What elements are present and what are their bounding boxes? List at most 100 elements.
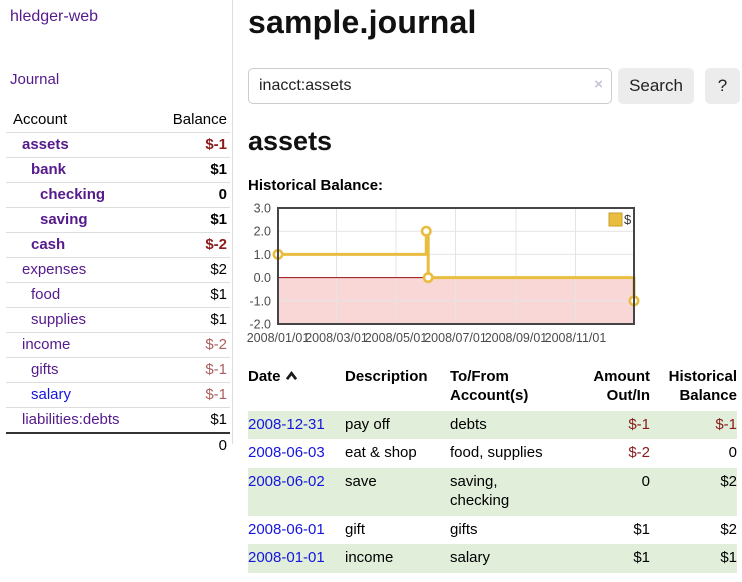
register-accounts-cell: salary xyxy=(450,549,491,567)
register-balance-cell: $2 xyxy=(720,473,737,490)
accounts-table: Account Balance assets $-1 bank $1 checking 0… xyxy=(6,108,230,457)
x-axis-label: 2008/09/01 xyxy=(485,331,548,345)
account-row: assets $-1 xyxy=(6,132,230,158)
account-row: expenses $2 xyxy=(6,257,230,283)
account-row: salary $-1 xyxy=(6,382,230,408)
register-header-date[interactable]: Date xyxy=(248,365,345,411)
account-link-checking[interactable]: checking xyxy=(40,186,106,203)
register-accounts-cell: debts xyxy=(450,415,487,433)
search-input[interactable] xyxy=(248,68,612,104)
sort-ascending-icon xyxy=(285,371,297,381)
account-link-expenses[interactable]: expenses xyxy=(22,261,87,278)
register-balance-cell: $-1 xyxy=(715,415,737,433)
account-balance: $-1 xyxy=(150,132,230,158)
account-name-cell: supplies xyxy=(6,307,151,333)
account-name-cell: assets xyxy=(6,132,151,158)
register-amount-cell: 0 xyxy=(641,473,650,490)
account-name-cell: checking xyxy=(6,182,151,208)
register-description-cell: eat & shop xyxy=(345,444,417,462)
chart-canvas: $2008/01/012008/03/012008/05/012008/07/0… xyxy=(247,202,640,345)
account-link-bank[interactable]: bank xyxy=(31,161,67,178)
register-row: 2008-06-01 gift gifts $1 $2 xyxy=(248,516,737,545)
sidebar-item-journal[interactable]: Journal xyxy=(10,71,60,88)
register-row: 2008-06-02 save saving, checking 0 $2 xyxy=(248,468,737,516)
register-date-cell: 2008-06-01 xyxy=(248,516,345,545)
accounts-total-row: 0 xyxy=(6,432,230,457)
accounts-total-spacer xyxy=(6,432,151,457)
account-balance: $-2 xyxy=(150,332,230,358)
account-link-supplies[interactable]: supplies xyxy=(31,311,87,328)
sidebar: hledger-web Journal Account Balance asse… xyxy=(0,0,232,457)
register-date-cell: 2008-06-02 xyxy=(248,468,345,516)
account-name-cell: income xyxy=(6,332,151,358)
y-axis-label: 0.0 xyxy=(254,271,271,285)
account-balance: $-2 xyxy=(150,232,230,258)
x-axis-label: 2008/11/01 xyxy=(545,331,607,345)
register-amount-cell: $1 xyxy=(633,520,650,538)
x-axis-label: 2008/07/01 xyxy=(424,331,487,345)
account-heading: assets xyxy=(248,126,333,156)
account-row: cash $-2 xyxy=(6,232,230,258)
account-name-cell: bank xyxy=(6,157,151,183)
account-name-cell: saving xyxy=(6,207,151,233)
main-content: sample.journal × Search ? assets Histori… xyxy=(247,0,742,573)
account-name-cell: cash xyxy=(6,232,151,258)
account-row: food $1 xyxy=(6,282,230,308)
register-row: 2008-12-31 pay off debts $-1 $-1 xyxy=(248,410,737,440)
account-link-food[interactable]: food xyxy=(31,286,61,303)
account-link-cash[interactable]: cash xyxy=(31,236,66,253)
chart-border xyxy=(277,207,635,325)
y-axis-label: 2.0 xyxy=(254,225,271,239)
register-header-amount: Amount Out/In xyxy=(593,368,650,404)
register-header-row: Date Description To/From Account(s) Amou… xyxy=(248,365,737,411)
account-link-liabilities:debts[interactable]: liabilities:debts xyxy=(22,411,120,428)
account-link-gifts[interactable]: gifts xyxy=(31,361,59,378)
search-form: × Search ? xyxy=(248,68,742,104)
register-row: 2008-01-01 income salary $1 $1 xyxy=(248,544,737,573)
legend-swatch-icon xyxy=(608,212,623,227)
accounts-table-body: assets $-1 bank $1 checking 0 saving $1 cash $-2 e… xyxy=(6,132,230,434)
transaction-date-link[interactable]: 2008-06-03 xyxy=(248,444,325,462)
transaction-date-link[interactable]: 2008-06-02 xyxy=(248,473,325,490)
register-header-accounts: To/From Account(s) xyxy=(450,368,529,404)
x-axis-label: 2008/05/01 xyxy=(365,331,428,345)
account-link-income[interactable]: income xyxy=(22,336,71,353)
account-name-cell: expenses xyxy=(6,257,151,283)
account-balance: $2 xyxy=(150,257,230,283)
y-axis-label: 1.0 xyxy=(254,248,271,262)
transaction-date-link[interactable]: 2008-06-01 xyxy=(248,520,325,538)
account-row: liabilities:debts $1 xyxy=(6,408,230,434)
account-link-assets[interactable]: assets xyxy=(22,136,69,153)
register-amount-cell: $-1 xyxy=(628,415,650,433)
transaction-date-link[interactable]: 2008-12-31 xyxy=(248,415,325,433)
legend-label: $ xyxy=(624,212,632,227)
register-balance-cell: 0 xyxy=(728,444,737,462)
account-link-saving[interactable]: saving xyxy=(40,211,88,228)
register-amount-cell: $1 xyxy=(633,549,650,567)
register-accounts-cell: food, supplies xyxy=(450,444,543,462)
register-row: 2008-06-03 eat & shop food, supplies $-2 0 xyxy=(248,439,737,468)
clear-search-icon[interactable]: × xyxy=(594,76,603,93)
help-button[interactable]: ? xyxy=(705,68,740,104)
chart-title: Historical Balance: xyxy=(248,177,384,194)
account-name-cell: food xyxy=(6,282,151,308)
transaction-date-link[interactable]: 2008-01-01 xyxy=(248,549,325,567)
search-button[interactable]: Search xyxy=(618,68,694,104)
sidebar-divider xyxy=(232,0,233,444)
register-table-body: 2008-12-31 pay off debts $-1 $-1 2008-06-03 ea… xyxy=(248,410,737,573)
register-amount-cell: $-2 xyxy=(628,444,650,462)
app-title-link[interactable]: hledger-web xyxy=(10,8,99,25)
register-date-cell: 2008-06-03 xyxy=(248,439,345,468)
account-name-cell: liabilities:debts xyxy=(6,408,150,434)
account-balance: $-1 xyxy=(150,357,230,383)
account-row: bank $1 xyxy=(6,157,230,183)
page-title: sample.journal xyxy=(248,4,477,40)
accounts-header-balance: Balance xyxy=(150,108,230,133)
register-description-cell: save xyxy=(345,473,377,490)
y-axis-label: 3.0 xyxy=(254,202,271,216)
account-link-salary[interactable]: salary xyxy=(31,386,72,403)
account-name-cell: salary xyxy=(6,382,151,408)
y-axis-label: -1.0 xyxy=(249,294,271,308)
accounts-total-value: 0 xyxy=(150,432,230,457)
account-balance: $1 xyxy=(150,282,230,308)
